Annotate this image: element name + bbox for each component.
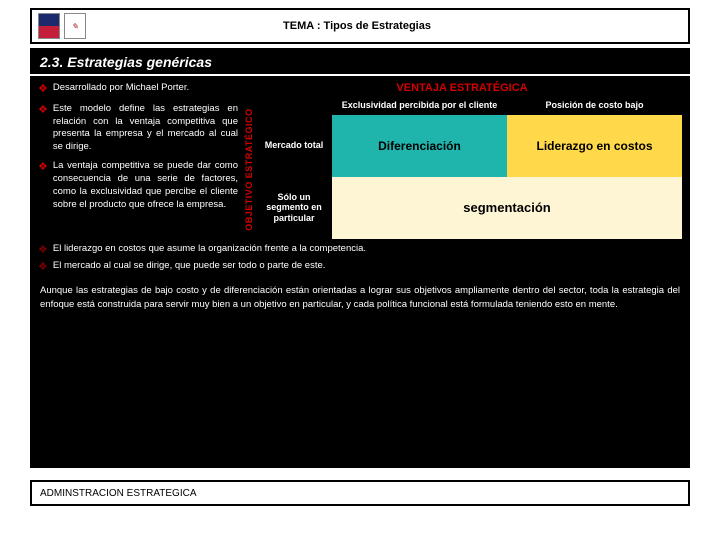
bullet-text: Desarrollado por Michael Porter.: [53, 82, 189, 97]
matrix-row-top: Mercado total Diferenciación Liderazgo e…: [256, 115, 682, 177]
left-bullets: ❖ Desarrollado por Michael Porter. ❖ Est…: [38, 82, 238, 239]
diamond-icon: ❖: [38, 103, 48, 154]
diamond-icon: ❖: [38, 82, 48, 97]
slide-body: ❖ Desarrollado por Michael Porter. ❖ Est…: [30, 76, 690, 239]
matrix-area: VENTAJA ESTRATÉGICA OBJETIVO ESTRATÉGICO…: [242, 82, 682, 239]
bullet-item: ❖ Desarrollado por Michael Porter.: [38, 82, 238, 97]
bullet-text: Este modelo define las estrategias en re…: [53, 103, 238, 154]
y-axis-label: OBJETIVO ESTRATÉGICO: [242, 100, 256, 239]
col-header-right: Posición de costo bajo: [507, 100, 682, 111]
summary-text: Aunque las estrategias de bajo costo y d…: [30, 276, 690, 311]
cell-liderazgo: Liderazgo en costos: [507, 115, 682, 177]
slide-content: 2.3. Estrategias genéricas ❖ Desarrollad…: [30, 48, 690, 468]
cell-diferenciacion: Diferenciación: [332, 115, 507, 177]
matrix-row-bottom: Sólo un segmento en particular segmentac…: [256, 177, 682, 239]
bullet-text: El mercado al cual se dirige, que puede …: [53, 260, 326, 275]
bullet-text: La ventaja competitiva se puede dar como…: [53, 160, 238, 211]
logo-script-icon: ✎: [64, 13, 86, 39]
bullet-text: El liderazgo en costos que asume la orga…: [53, 243, 366, 258]
diamond-icon: ❖: [38, 260, 48, 275]
top-banner: ✎ TEMA : Tipos de Estrategias: [30, 8, 690, 44]
row-label-top: Mercado total: [256, 115, 332, 177]
matrix: Exclusividad percibida por el cliente Po…: [256, 100, 682, 239]
matrix-wrap: OBJETIVO ESTRATÉGICO Exclusividad percib…: [242, 100, 682, 239]
footer-banner: ADMINSTRACION ESTRATEGICA: [30, 480, 690, 506]
bullet-item: ❖ La ventaja competitiva se puede dar co…: [38, 160, 238, 211]
banner-title: TEMA : Tipos de Estrategias: [86, 20, 688, 32]
logo-shield-icon: [38, 13, 60, 39]
col-header-left: Exclusividad percibida por el cliente: [332, 100, 507, 111]
col-headers: Exclusividad percibida por el cliente Po…: [256, 100, 682, 111]
section-header: 2.3. Estrategias genéricas: [30, 48, 690, 76]
spacer: [256, 100, 332, 111]
row-label-bottom: Sólo un segmento en particular: [256, 177, 332, 239]
footer-text: ADMINSTRACION ESTRATEGICA: [40, 488, 197, 499]
logo-group: ✎: [32, 13, 86, 39]
bullet-item: ❖ El liderazgo en costos que asume la or…: [38, 243, 682, 258]
ventaja-title: VENTAJA ESTRATÉGICA: [242, 82, 682, 94]
diamond-icon: ❖: [38, 243, 48, 258]
diamond-icon: ❖: [38, 160, 48, 211]
bullet-item: ❖ Este modelo define las estrategias en …: [38, 103, 238, 154]
cell-segmentacion: segmentación: [332, 177, 682, 239]
bullet-item: ❖ El mercado al cual se dirige, que pued…: [38, 260, 682, 275]
bottom-bullets: ❖ El liderazgo en costos que asume la or…: [30, 239, 690, 275]
